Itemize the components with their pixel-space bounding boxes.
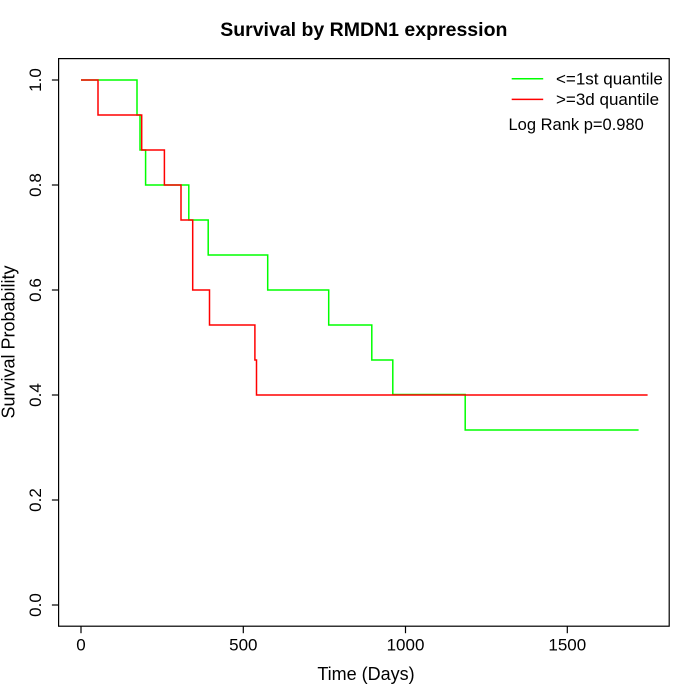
svg-text:1500: 1500 <box>548 636 586 655</box>
svg-text:<=1st quantile: <=1st quantile <box>556 70 663 89</box>
svg-text:0.6: 0.6 <box>26 278 45 302</box>
svg-text:Survival by RMDN1 expression: Survival by RMDN1 expression <box>220 19 507 41</box>
svg-text:1000: 1000 <box>387 636 425 655</box>
svg-text:Log Rank p=0.980: Log Rank p=0.980 <box>509 116 644 134</box>
svg-text:500: 500 <box>229 636 257 655</box>
svg-text:0.2: 0.2 <box>26 488 45 512</box>
svg-text:Time (Days): Time (Days) <box>317 664 414 684</box>
svg-text:>=3d quantile: >=3d quantile <box>556 90 659 109</box>
svg-text:0.8: 0.8 <box>26 173 45 197</box>
svg-text:1.0: 1.0 <box>26 68 45 92</box>
svg-text:0: 0 <box>76 636 85 655</box>
svg-text:0.0: 0.0 <box>26 593 45 617</box>
svg-text:0.4: 0.4 <box>26 383 45 407</box>
svg-text:Survival Probability: Survival Probability <box>0 265 19 418</box>
